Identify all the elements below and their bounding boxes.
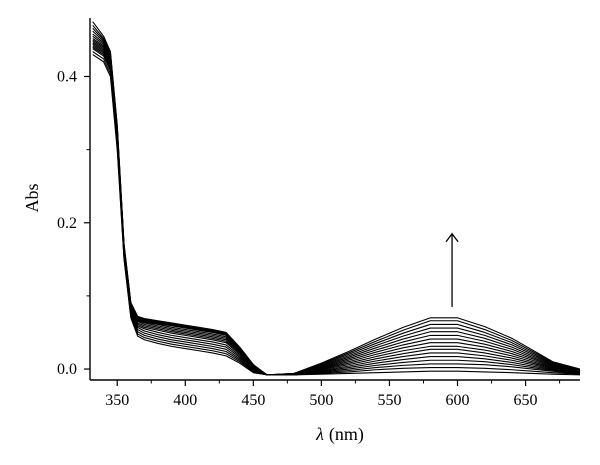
y-tick-label-1: 0.2	[57, 215, 77, 232]
x-tick-label-450: 450	[241, 392, 265, 409]
axes	[89, 18, 580, 381]
y-axis-label: Abs	[22, 183, 42, 212]
spectrum-line-16	[92, 21, 581, 376]
y-tick-label-2: 0.4	[57, 69, 77, 86]
spectrum-line-5	[92, 45, 581, 376]
arrow-head	[445, 232, 459, 243]
spectrum-line-1	[92, 54, 581, 376]
x-tick-label-500: 500	[309, 392, 333, 409]
x-tick-label-400: 400	[173, 392, 197, 409]
annotation-arrow	[445, 232, 459, 307]
x-axis-label: λ (nm)	[315, 424, 364, 445]
x-tick-label-650: 650	[514, 392, 538, 409]
x-tick-label-550: 550	[377, 392, 401, 409]
ticks: 350 400 450 500 550 600 650 0.0 0.2 0.4	[57, 69, 561, 409]
x-axis-symbol: λ	[315, 424, 324, 444]
x-tick-label-600: 600	[446, 392, 470, 409]
y-tick-label-0: 0.0	[57, 361, 77, 378]
x-tick-label-350: 350	[105, 392, 129, 409]
x-axis-unit: (nm)	[329, 424, 364, 445]
spectra-curves	[92, 21, 581, 376]
